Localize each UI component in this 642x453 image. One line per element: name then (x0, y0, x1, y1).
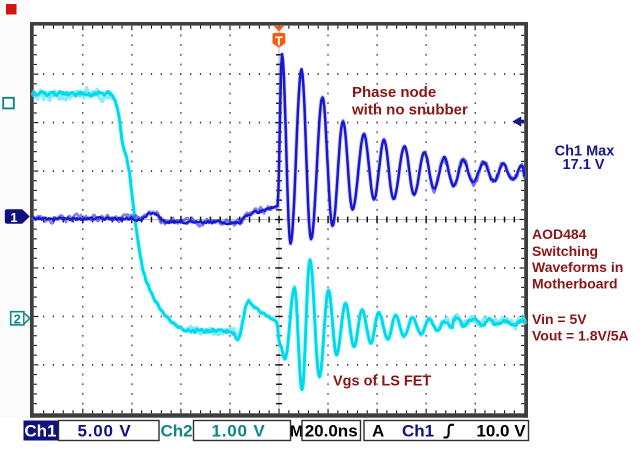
svg-text:2: 2 (14, 311, 21, 326)
svg-text:M: M (290, 424, 303, 441)
svg-text:Ch1 Max: Ch1 Max (555, 143, 615, 159)
svg-text:1: 1 (10, 210, 17, 225)
svg-text:Motherboard: Motherboard (532, 276, 618, 292)
svg-text:with no snubber: with no snubber (351, 101, 468, 118)
svg-text:T: T (275, 33, 283, 48)
svg-text:Switching: Switching (532, 243, 598, 259)
svg-text:A: A (372, 422, 384, 441)
svg-text:1.00 V: 1.00 V (212, 422, 266, 441)
svg-text:Vin = 5V: Vin = 5V (532, 311, 587, 327)
svg-text:10.0 V: 10.0 V (476, 422, 526, 441)
svg-text:5.00 V: 5.00 V (78, 422, 132, 441)
svg-text:Vgs of LS FET: Vgs of LS FET (333, 373, 431, 389)
svg-text:Vout = 1.8V/5A: Vout = 1.8V/5A (532, 327, 629, 343)
svg-text:Ch1: Ch1 (402, 422, 434, 441)
svg-text:AOD484: AOD484 (532, 226, 587, 242)
svg-text:17.1 V: 17.1 V (563, 157, 605, 173)
svg-text:Ch2: Ch2 (161, 422, 193, 441)
svg-text:Phase node: Phase node (352, 84, 436, 101)
svg-text:20.0ns: 20.0ns (305, 422, 358, 441)
svg-text:Waveforms in: Waveforms in (532, 259, 623, 275)
svg-text:Ch1: Ch1 (24, 422, 56, 441)
